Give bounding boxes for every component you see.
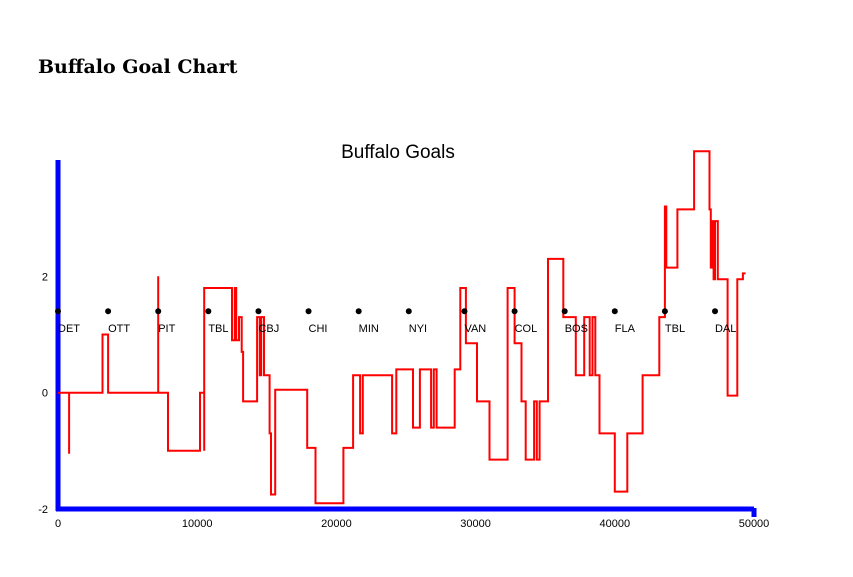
team-label: COL — [515, 323, 538, 335]
team-marker — [255, 308, 262, 315]
chart-title: Buffalo Goals — [341, 142, 455, 163]
y-tick-label: 2 — [42, 271, 48, 283]
y-tick-label: -2 — [38, 504, 48, 516]
team-label: OTT — [108, 323, 130, 335]
team-label: BOS — [565, 323, 588, 335]
x-tick-label: 30000 — [460, 518, 491, 530]
goal-series-line — [58, 150, 746, 505]
team-label: FLA — [615, 323, 636, 335]
team-label: PIT — [158, 323, 175, 335]
x-axis: 0 10000 20000 30000 40000 50000 — [55, 506, 770, 530]
team-label: TBL — [665, 323, 685, 335]
team-marker — [461, 308, 468, 315]
team-marker — [511, 308, 518, 315]
team-label: MIN — [359, 323, 379, 335]
page-heading: Buffalo Goal Chart — [38, 56, 238, 78]
team-label: CBJ — [258, 323, 279, 335]
team-label: VAN — [464, 323, 486, 335]
y-tick-label: 0 — [42, 388, 48, 400]
team-marker — [305, 308, 312, 315]
team-marker — [661, 308, 668, 315]
team-label: TBL — [208, 323, 228, 335]
team-marker — [105, 308, 112, 315]
team-marker — [55, 308, 61, 315]
x-tick-label: 10000 — [182, 518, 213, 530]
team-markers: DET OTT PIT TBL CBJ CHI MIN NYI VAN COL BOS FLA TBL D… — [55, 308, 736, 335]
team-label: CHI — [309, 323, 328, 335]
team-label: DET — [58, 323, 80, 335]
team-marker — [355, 308, 362, 315]
x-tick-label: 0 — [55, 518, 61, 530]
x-tick-label: 40000 — [600, 518, 631, 530]
team-marker — [561, 308, 568, 315]
team-marker — [611, 308, 618, 315]
y-axis: -2 0 2 — [38, 160, 61, 516]
series-group — [58, 150, 746, 505]
x-tick-label: 20000 — [321, 518, 352, 530]
team-label: DAL — [715, 323, 736, 335]
team-marker — [405, 308, 412, 315]
team-marker — [155, 308, 162, 315]
x-tick-label: 50000 — [739, 518, 770, 530]
team-label: NYI — [409, 323, 427, 335]
team-marker — [712, 308, 719, 315]
team-marker — [205, 308, 212, 315]
